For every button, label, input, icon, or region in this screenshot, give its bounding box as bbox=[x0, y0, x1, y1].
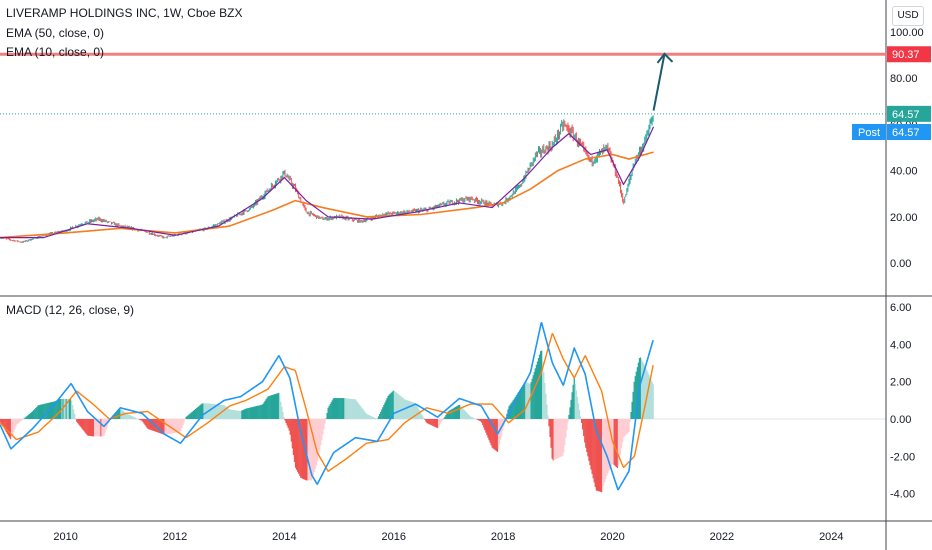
time-axis-tick-4: 2018 bbox=[491, 531, 515, 543]
macd-line bbox=[0, 321, 654, 491]
arrow-head bbox=[656, 52, 674, 64]
symbol-title[interactable]: LIVERAMP HOLDINGS INC, 1W, Cboe BZX bbox=[6, 6, 243, 20]
macd-axis-tick-3: 0.00 bbox=[890, 414, 911, 426]
time-axis-tick-5: 2020 bbox=[600, 531, 624, 543]
post-label: Post bbox=[858, 127, 880, 139]
last-price-badge-bg bbox=[887, 105, 931, 122]
price-axis-tick-4: 20.00 bbox=[890, 212, 918, 224]
target-badge: 90.37 bbox=[892, 49, 920, 61]
macd-axis-tick-2: 2.00 bbox=[890, 377, 911, 389]
macd-axis-tick-0: 6.00 bbox=[890, 302, 911, 314]
ema10-legend[interactable]: EMA (10, close, 0) bbox=[6, 45, 105, 59]
arrow-line bbox=[652, 53, 666, 111]
signal-line bbox=[0, 333, 654, 472]
candles bbox=[0, 115, 654, 244]
post-value-badge: 64.57 bbox=[892, 127, 920, 139]
price-axis-tick-0: 100.00 bbox=[890, 27, 924, 39]
time-axis-tick-3: 2016 bbox=[382, 531, 406, 543]
currency-button[interactable]: USD bbox=[892, 6, 924, 26]
post-label-bg bbox=[852, 124, 886, 140]
time-axis-tick-2: 2014 bbox=[272, 531, 296, 543]
macd-pane[interactable] bbox=[0, 321, 886, 493]
target-badge-bg bbox=[887, 46, 931, 63]
price-pane[interactable] bbox=[0, 115, 655, 244]
price-axis-tick-5: 0.00 bbox=[890, 258, 911, 270]
macd-legend[interactable]: MACD (12, 26, close, 9) bbox=[6, 303, 135, 317]
time-axis-tick-1: 2012 bbox=[163, 531, 187, 543]
time-axis-tick-7: 2024 bbox=[819, 531, 843, 543]
price-axis-tick-3: 40.00 bbox=[890, 166, 918, 178]
time-axis-tick-0: 2010 bbox=[53, 531, 77, 543]
macd-axis-tick-5: -4.00 bbox=[890, 489, 915, 501]
ema50-legend[interactable]: EMA (50, close, 0) bbox=[6, 26, 105, 40]
ema10-line bbox=[0, 126, 655, 239]
macd-axis-tick-4: -2.00 bbox=[890, 451, 915, 463]
price-axis-tick-1: 80.00 bbox=[890, 73, 918, 85]
macd-axis-tick-1: 4.00 bbox=[890, 339, 911, 351]
post-value-badge-bg bbox=[887, 124, 931, 140]
overlays: 90.37 64.57 64.57 Post bbox=[0, 46, 931, 140]
time-axis-tick-6: 2022 bbox=[710, 531, 734, 543]
last-price-badge: 64.57 bbox=[892, 109, 920, 121]
